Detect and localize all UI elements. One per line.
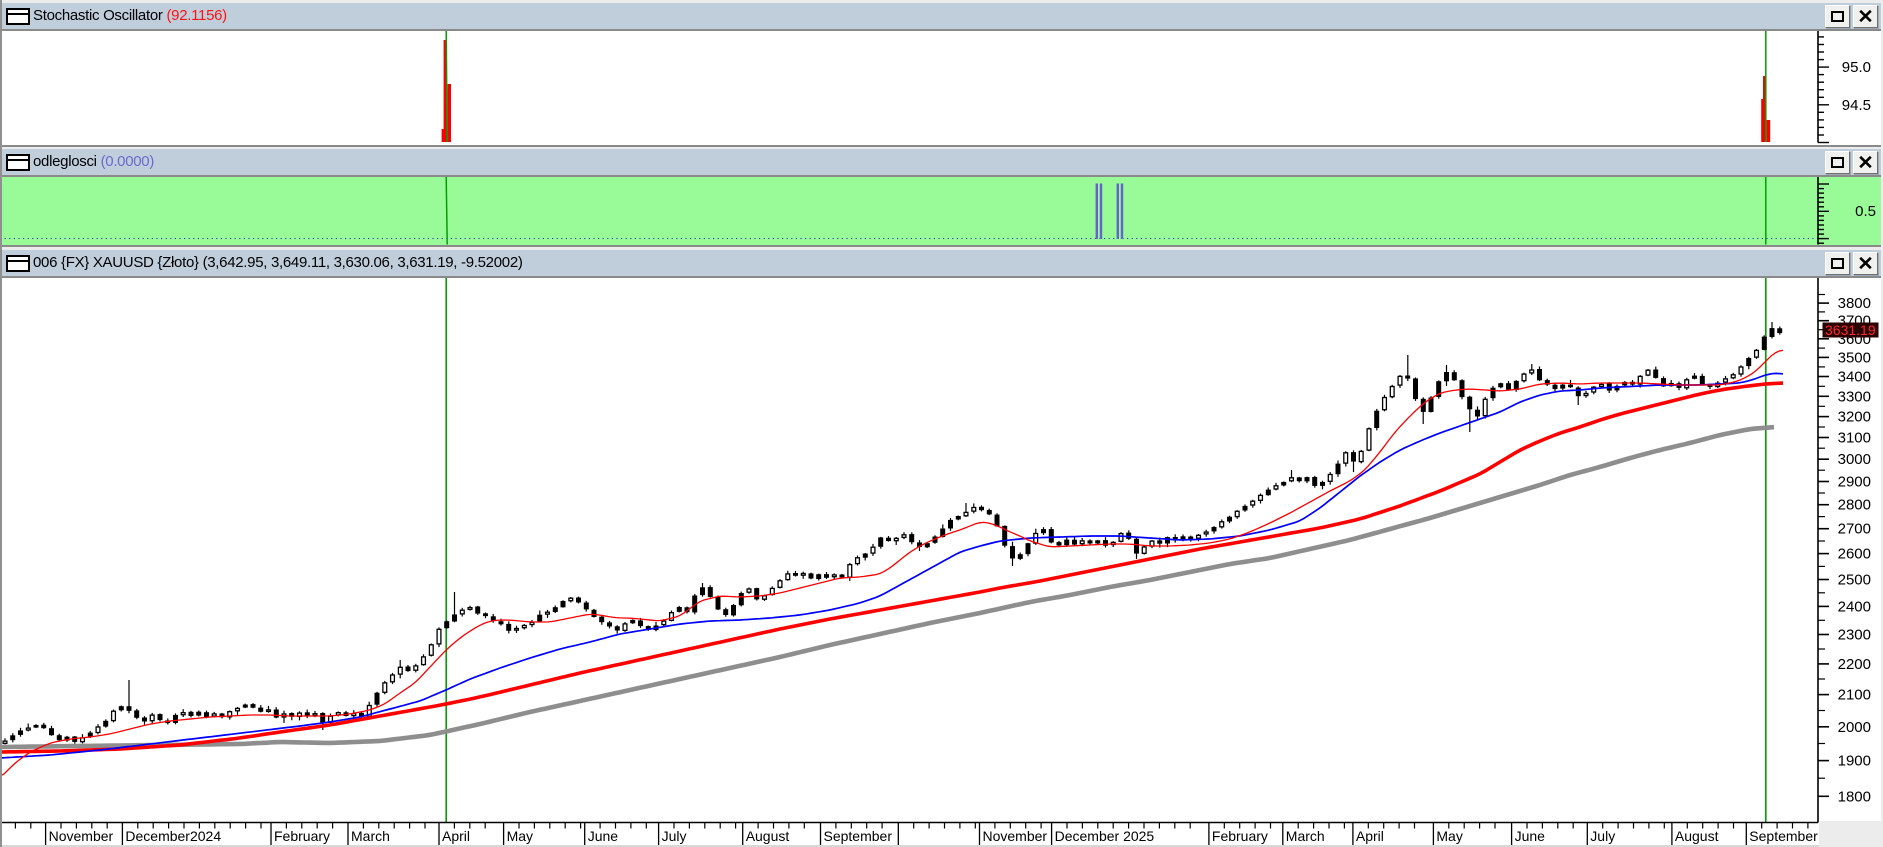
- svg-text:December 2025: December 2025: [1055, 828, 1155, 844]
- svg-text:95.0: 95.0: [1842, 59, 1871, 76]
- svg-text:3100: 3100: [1838, 430, 1871, 447]
- svg-text:2700: 2700: [1838, 521, 1871, 538]
- svg-text:December2024: December2024: [125, 828, 221, 844]
- svg-text:3200: 3200: [1838, 409, 1871, 426]
- svg-text:September: September: [824, 828, 893, 844]
- svg-text:April: April: [1356, 828, 1384, 844]
- svg-text:2500: 2500: [1838, 572, 1871, 589]
- svg-text:3631.19: 3631.19: [1825, 322, 1876, 338]
- svg-text:2900: 2900: [1838, 474, 1871, 491]
- svg-text:2600: 2600: [1838, 546, 1871, 563]
- svg-text:2800: 2800: [1838, 497, 1871, 514]
- svg-text:May: May: [1436, 828, 1462, 844]
- svg-text:3800: 3800: [1838, 295, 1871, 312]
- svg-text:February: February: [274, 828, 330, 844]
- svg-text:March: March: [351, 828, 390, 844]
- svg-text:3000: 3000: [1838, 451, 1871, 468]
- svg-text:November: November: [983, 828, 1048, 844]
- svg-text:3500: 3500: [1838, 349, 1871, 366]
- svg-text:2300: 2300: [1838, 627, 1871, 644]
- svg-text:June: June: [588, 828, 619, 844]
- svg-text:March: March: [1286, 828, 1325, 844]
- svg-text:July: July: [662, 828, 687, 844]
- svg-text:November: November: [49, 828, 114, 844]
- svg-text:July: July: [1590, 828, 1615, 844]
- svg-text:3300: 3300: [1838, 388, 1871, 405]
- svg-text:94.5: 94.5: [1842, 97, 1871, 114]
- svg-text:September: September: [1749, 828, 1818, 844]
- svg-text:2100: 2100: [1838, 687, 1871, 704]
- svg-text:February: February: [1212, 828, 1268, 844]
- svg-text:April: April: [442, 828, 470, 844]
- svg-text:August: August: [1675, 828, 1719, 844]
- svg-text:May: May: [507, 828, 533, 844]
- svg-text:June: June: [1515, 828, 1546, 844]
- svg-text:0.5: 0.5: [1855, 203, 1876, 220]
- svg-text:2400: 2400: [1838, 598, 1871, 615]
- svg-text:3400: 3400: [1838, 369, 1871, 386]
- svg-text:2200: 2200: [1838, 656, 1871, 673]
- svg-text:1800: 1800: [1838, 788, 1871, 805]
- svg-text:1900: 1900: [1838, 753, 1871, 770]
- svg-text:August: August: [746, 828, 790, 844]
- svg-text:2000: 2000: [1838, 719, 1871, 736]
